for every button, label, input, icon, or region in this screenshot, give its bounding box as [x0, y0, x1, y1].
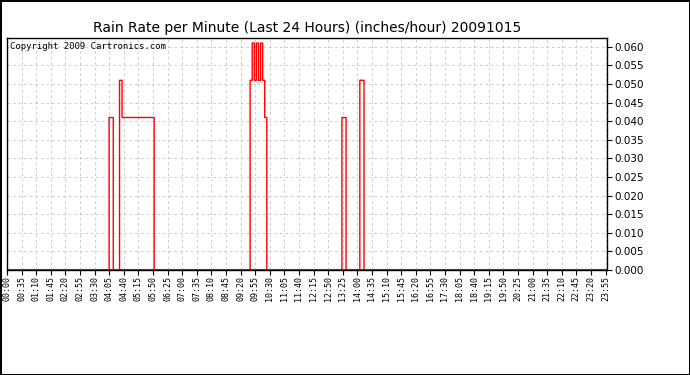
Text: Copyright 2009 Cartronics.com: Copyright 2009 Cartronics.com	[10, 42, 166, 51]
Title: Rain Rate per Minute (Last 24 Hours) (inches/hour) 20091015: Rain Rate per Minute (Last 24 Hours) (in…	[93, 21, 521, 35]
